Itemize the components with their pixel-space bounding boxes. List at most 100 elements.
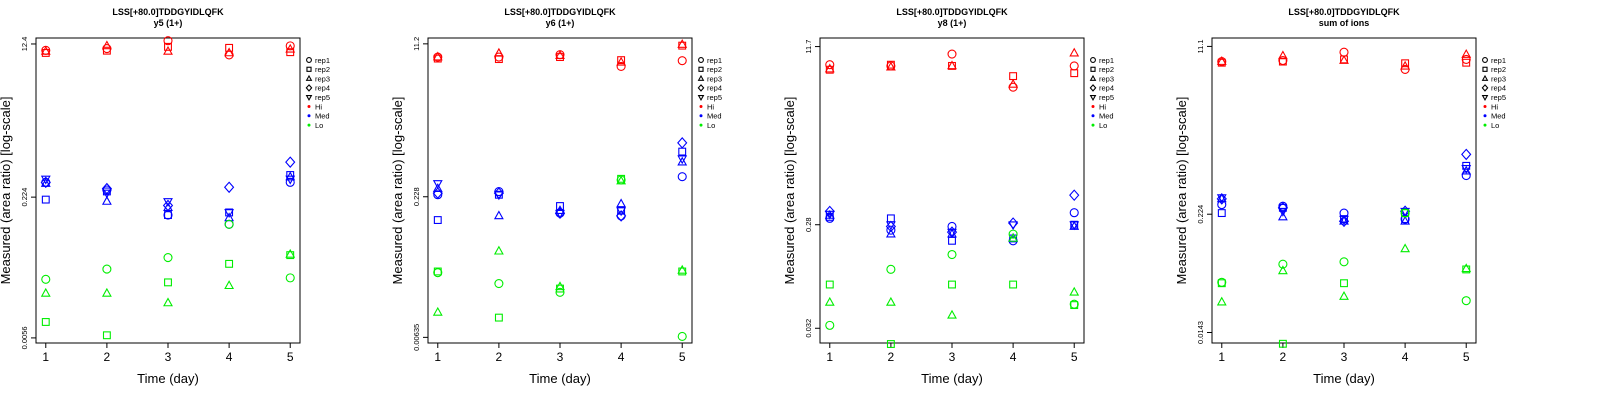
x-tick-label: 1 bbox=[434, 350, 441, 364]
legend-marker bbox=[305, 84, 313, 92]
legend-item: rep3 bbox=[1481, 74, 1506, 83]
data-point bbox=[1278, 339, 1287, 348]
legend-item: rep5 bbox=[1481, 93, 1506, 102]
x-tick-label: 3 bbox=[165, 350, 172, 364]
x-tick-label: 1 bbox=[826, 350, 833, 364]
data-point bbox=[40, 176, 51, 189]
data-point bbox=[164, 278, 172, 287]
legend-label: rep4 bbox=[315, 84, 330, 93]
legend-marker bbox=[307, 105, 311, 108]
data-point bbox=[1069, 47, 1080, 57]
legend-label: Lo bbox=[1491, 121, 1499, 130]
data-point bbox=[494, 278, 504, 289]
data-point bbox=[432, 51, 443, 61]
chart-title: LSS[+80.0]TDDGYIDLQFK bbox=[896, 7, 1008, 17]
data-point bbox=[824, 296, 835, 306]
data-point bbox=[1461, 171, 1471, 181]
plot-frame bbox=[1211, 37, 1477, 344]
data-point bbox=[40, 175, 51, 185]
data-point bbox=[1277, 207, 1288, 217]
x-tick-label: 2 bbox=[496, 350, 503, 364]
legend-label: rep1 bbox=[315, 56, 330, 65]
x-tick-label: 1 bbox=[42, 350, 49, 364]
data-point bbox=[41, 318, 50, 326]
data-point bbox=[617, 56, 626, 65]
data-point bbox=[1216, 194, 1227, 204]
data-point bbox=[677, 56, 687, 66]
data-point bbox=[615, 210, 627, 222]
legend-item: Lo bbox=[1091, 121, 1107, 130]
data-point bbox=[678, 41, 687, 50]
legend-label: Hi bbox=[315, 102, 322, 111]
legend-item: rep1 bbox=[1482, 56, 1506, 65]
x-tick-label: 4 bbox=[618, 350, 625, 364]
y-tick-label: 11.1 bbox=[1196, 39, 1205, 53]
legend-marker bbox=[698, 57, 704, 63]
y-tick-label: 0.28 bbox=[804, 217, 813, 232]
data-point bbox=[493, 191, 504, 201]
legend-marker bbox=[1090, 57, 1096, 63]
data-point bbox=[616, 207, 627, 217]
y-tick-label: 12.4 bbox=[20, 37, 29, 52]
plot-frame bbox=[819, 37, 1085, 344]
data-point bbox=[162, 199, 174, 212]
x-axis-label: Time (day) bbox=[921, 371, 983, 386]
chart-subtitle: sum of ions bbox=[1319, 18, 1370, 28]
data-point bbox=[224, 47, 235, 57]
legend-label: rep1 bbox=[1099, 56, 1114, 65]
legend-item: Med bbox=[1483, 112, 1506, 121]
data-point bbox=[102, 264, 112, 274]
y-tick-label: 11.2 bbox=[412, 37, 421, 51]
data-point bbox=[1400, 60, 1411, 70]
y-tick-label: 0.224 bbox=[1196, 205, 1205, 224]
data-point bbox=[1339, 215, 1349, 225]
legend-label: Med bbox=[707, 112, 722, 121]
legend-marker bbox=[1481, 84, 1489, 92]
chart-title: LSS[+80.0]TDDGYIDLQFK bbox=[504, 7, 616, 17]
data-point bbox=[1400, 208, 1410, 218]
legend-marker bbox=[1481, 94, 1489, 101]
data-point bbox=[1069, 61, 1079, 71]
x-tick-label: 1 bbox=[1218, 350, 1225, 364]
legend-label: rep2 bbox=[1099, 65, 1114, 74]
legend-marker bbox=[1091, 114, 1095, 118]
data-point bbox=[886, 264, 896, 274]
data-point bbox=[164, 42, 172, 51]
data-point bbox=[1339, 257, 1349, 267]
data-point bbox=[1277, 201, 1289, 214]
data-point bbox=[1008, 221, 1019, 231]
data-point bbox=[677, 264, 688, 274]
data-point bbox=[1069, 208, 1079, 218]
data-point bbox=[616, 61, 626, 71]
data-point bbox=[1339, 291, 1349, 300]
data-point bbox=[1008, 232, 1019, 242]
legend-marker bbox=[699, 123, 703, 127]
data-point bbox=[225, 43, 234, 52]
data-point bbox=[432, 183, 443, 193]
data-point bbox=[555, 281, 565, 291]
data-point bbox=[224, 50, 234, 60]
legend-label: rep5 bbox=[707, 93, 722, 102]
data-point bbox=[494, 52, 504, 62]
legend-marker bbox=[306, 66, 312, 72]
legend-marker bbox=[1089, 84, 1097, 92]
legend-marker bbox=[1089, 94, 1097, 101]
data-point bbox=[493, 47, 504, 57]
legend-item: rep2 bbox=[306, 65, 330, 74]
data-point bbox=[1461, 263, 1472, 273]
data-point bbox=[616, 56, 627, 66]
y-axis-label: Measured (area ratio) [log-scale] bbox=[1174, 97, 1189, 285]
data-point bbox=[433, 268, 443, 278]
legend-item: Med bbox=[1091, 112, 1114, 121]
data-point bbox=[163, 252, 173, 263]
legend-item: Hi bbox=[699, 102, 714, 111]
legend-item: rep5 bbox=[697, 93, 722, 102]
data-point bbox=[885, 296, 896, 306]
data-point bbox=[616, 175, 627, 185]
data-point bbox=[102, 46, 111, 55]
data-point bbox=[164, 211, 172, 220]
data-point bbox=[1339, 54, 1349, 64]
legend-item: rep2 bbox=[1482, 65, 1506, 74]
legend-item: rep3 bbox=[697, 74, 722, 83]
